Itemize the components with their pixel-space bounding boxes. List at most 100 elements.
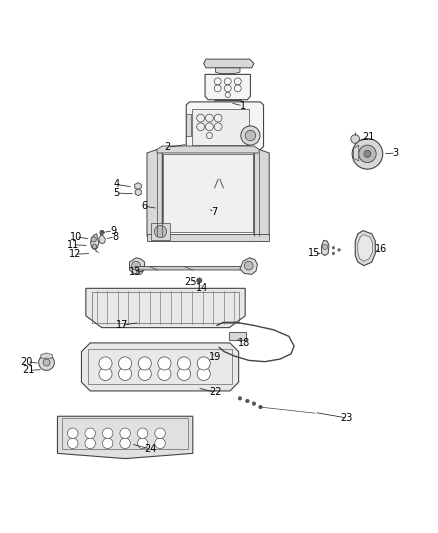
- Text: 4: 4: [113, 180, 120, 189]
- Text: 24: 24: [144, 444, 156, 454]
- Circle shape: [197, 278, 202, 283]
- Text: 3: 3: [393, 148, 399, 158]
- Bar: [88, 350, 232, 384]
- Circle shape: [43, 359, 50, 366]
- Polygon shape: [147, 149, 162, 241]
- Polygon shape: [147, 234, 269, 241]
- Circle shape: [119, 367, 132, 381]
- Circle shape: [246, 399, 249, 403]
- Circle shape: [259, 405, 262, 409]
- Polygon shape: [157, 146, 259, 153]
- Circle shape: [85, 428, 95, 439]
- Circle shape: [100, 230, 104, 235]
- Polygon shape: [209, 350, 223, 357]
- Text: 10: 10: [70, 232, 82, 242]
- Circle shape: [197, 367, 210, 381]
- Polygon shape: [254, 149, 269, 241]
- Text: 6: 6: [142, 201, 148, 211]
- Circle shape: [39, 354, 54, 370]
- Circle shape: [322, 244, 328, 249]
- Circle shape: [132, 261, 141, 270]
- Text: 2: 2: [164, 142, 171, 152]
- Bar: [92, 292, 239, 323]
- Circle shape: [67, 428, 78, 439]
- Circle shape: [158, 357, 171, 370]
- Polygon shape: [57, 416, 193, 458]
- Circle shape: [352, 139, 383, 169]
- Circle shape: [154, 225, 166, 238]
- Circle shape: [241, 126, 260, 145]
- Circle shape: [85, 438, 95, 449]
- Polygon shape: [135, 266, 251, 270]
- Circle shape: [158, 367, 171, 381]
- Polygon shape: [353, 145, 359, 161]
- Circle shape: [177, 357, 191, 370]
- Polygon shape: [99, 235, 106, 244]
- Text: 7: 7: [212, 207, 218, 217]
- Bar: [186, 114, 191, 135]
- Circle shape: [99, 357, 112, 370]
- Circle shape: [102, 438, 113, 449]
- Circle shape: [351, 135, 360, 143]
- Polygon shape: [135, 189, 141, 196]
- Text: 20: 20: [21, 357, 33, 367]
- Polygon shape: [215, 100, 241, 105]
- Text: 9: 9: [110, 225, 117, 236]
- Text: 25: 25: [184, 277, 197, 287]
- Text: 18: 18: [238, 338, 251, 348]
- Circle shape: [138, 428, 148, 439]
- Circle shape: [177, 367, 191, 381]
- Polygon shape: [41, 353, 52, 358]
- Text: 23: 23: [341, 413, 353, 423]
- Text: 21: 21: [362, 132, 374, 142]
- Text: 17: 17: [116, 320, 128, 330]
- Circle shape: [138, 367, 151, 381]
- Text: 15: 15: [308, 248, 320, 259]
- Polygon shape: [358, 235, 373, 261]
- Circle shape: [120, 438, 131, 449]
- Text: 12: 12: [69, 249, 81, 259]
- Circle shape: [102, 428, 113, 439]
- Polygon shape: [91, 234, 99, 249]
- Text: 16: 16: [375, 244, 388, 254]
- Bar: [229, 332, 246, 340]
- Circle shape: [359, 145, 376, 163]
- Polygon shape: [135, 183, 141, 190]
- Text: 8: 8: [112, 232, 118, 242]
- Circle shape: [364, 150, 371, 157]
- Text: 1: 1: [240, 101, 246, 111]
- Circle shape: [245, 130, 256, 141]
- Polygon shape: [321, 240, 329, 256]
- Polygon shape: [205, 75, 251, 100]
- Text: 13: 13: [129, 266, 141, 277]
- Circle shape: [155, 438, 165, 449]
- Circle shape: [120, 428, 131, 439]
- Text: 21: 21: [22, 366, 35, 375]
- Polygon shape: [215, 68, 240, 74]
- Text: 5: 5: [113, 188, 120, 198]
- Polygon shape: [163, 154, 253, 232]
- Circle shape: [332, 246, 335, 249]
- Text: 22: 22: [209, 387, 222, 397]
- Circle shape: [91, 237, 96, 242]
- Bar: [151, 223, 170, 240]
- Text: 19: 19: [208, 352, 221, 362]
- Polygon shape: [240, 258, 258, 274]
- Circle shape: [332, 252, 335, 255]
- Bar: [62, 418, 188, 449]
- Bar: [192, 109, 249, 145]
- Circle shape: [252, 402, 256, 405]
- Text: 11: 11: [67, 240, 79, 249]
- Circle shape: [67, 438, 78, 449]
- Circle shape: [155, 428, 165, 439]
- Polygon shape: [186, 102, 264, 149]
- Circle shape: [138, 357, 151, 370]
- Circle shape: [197, 357, 210, 370]
- Circle shape: [138, 438, 148, 449]
- Polygon shape: [204, 59, 254, 68]
- Polygon shape: [86, 288, 245, 328]
- Circle shape: [338, 248, 340, 251]
- Circle shape: [92, 244, 97, 248]
- Circle shape: [119, 357, 132, 370]
- Circle shape: [137, 269, 143, 275]
